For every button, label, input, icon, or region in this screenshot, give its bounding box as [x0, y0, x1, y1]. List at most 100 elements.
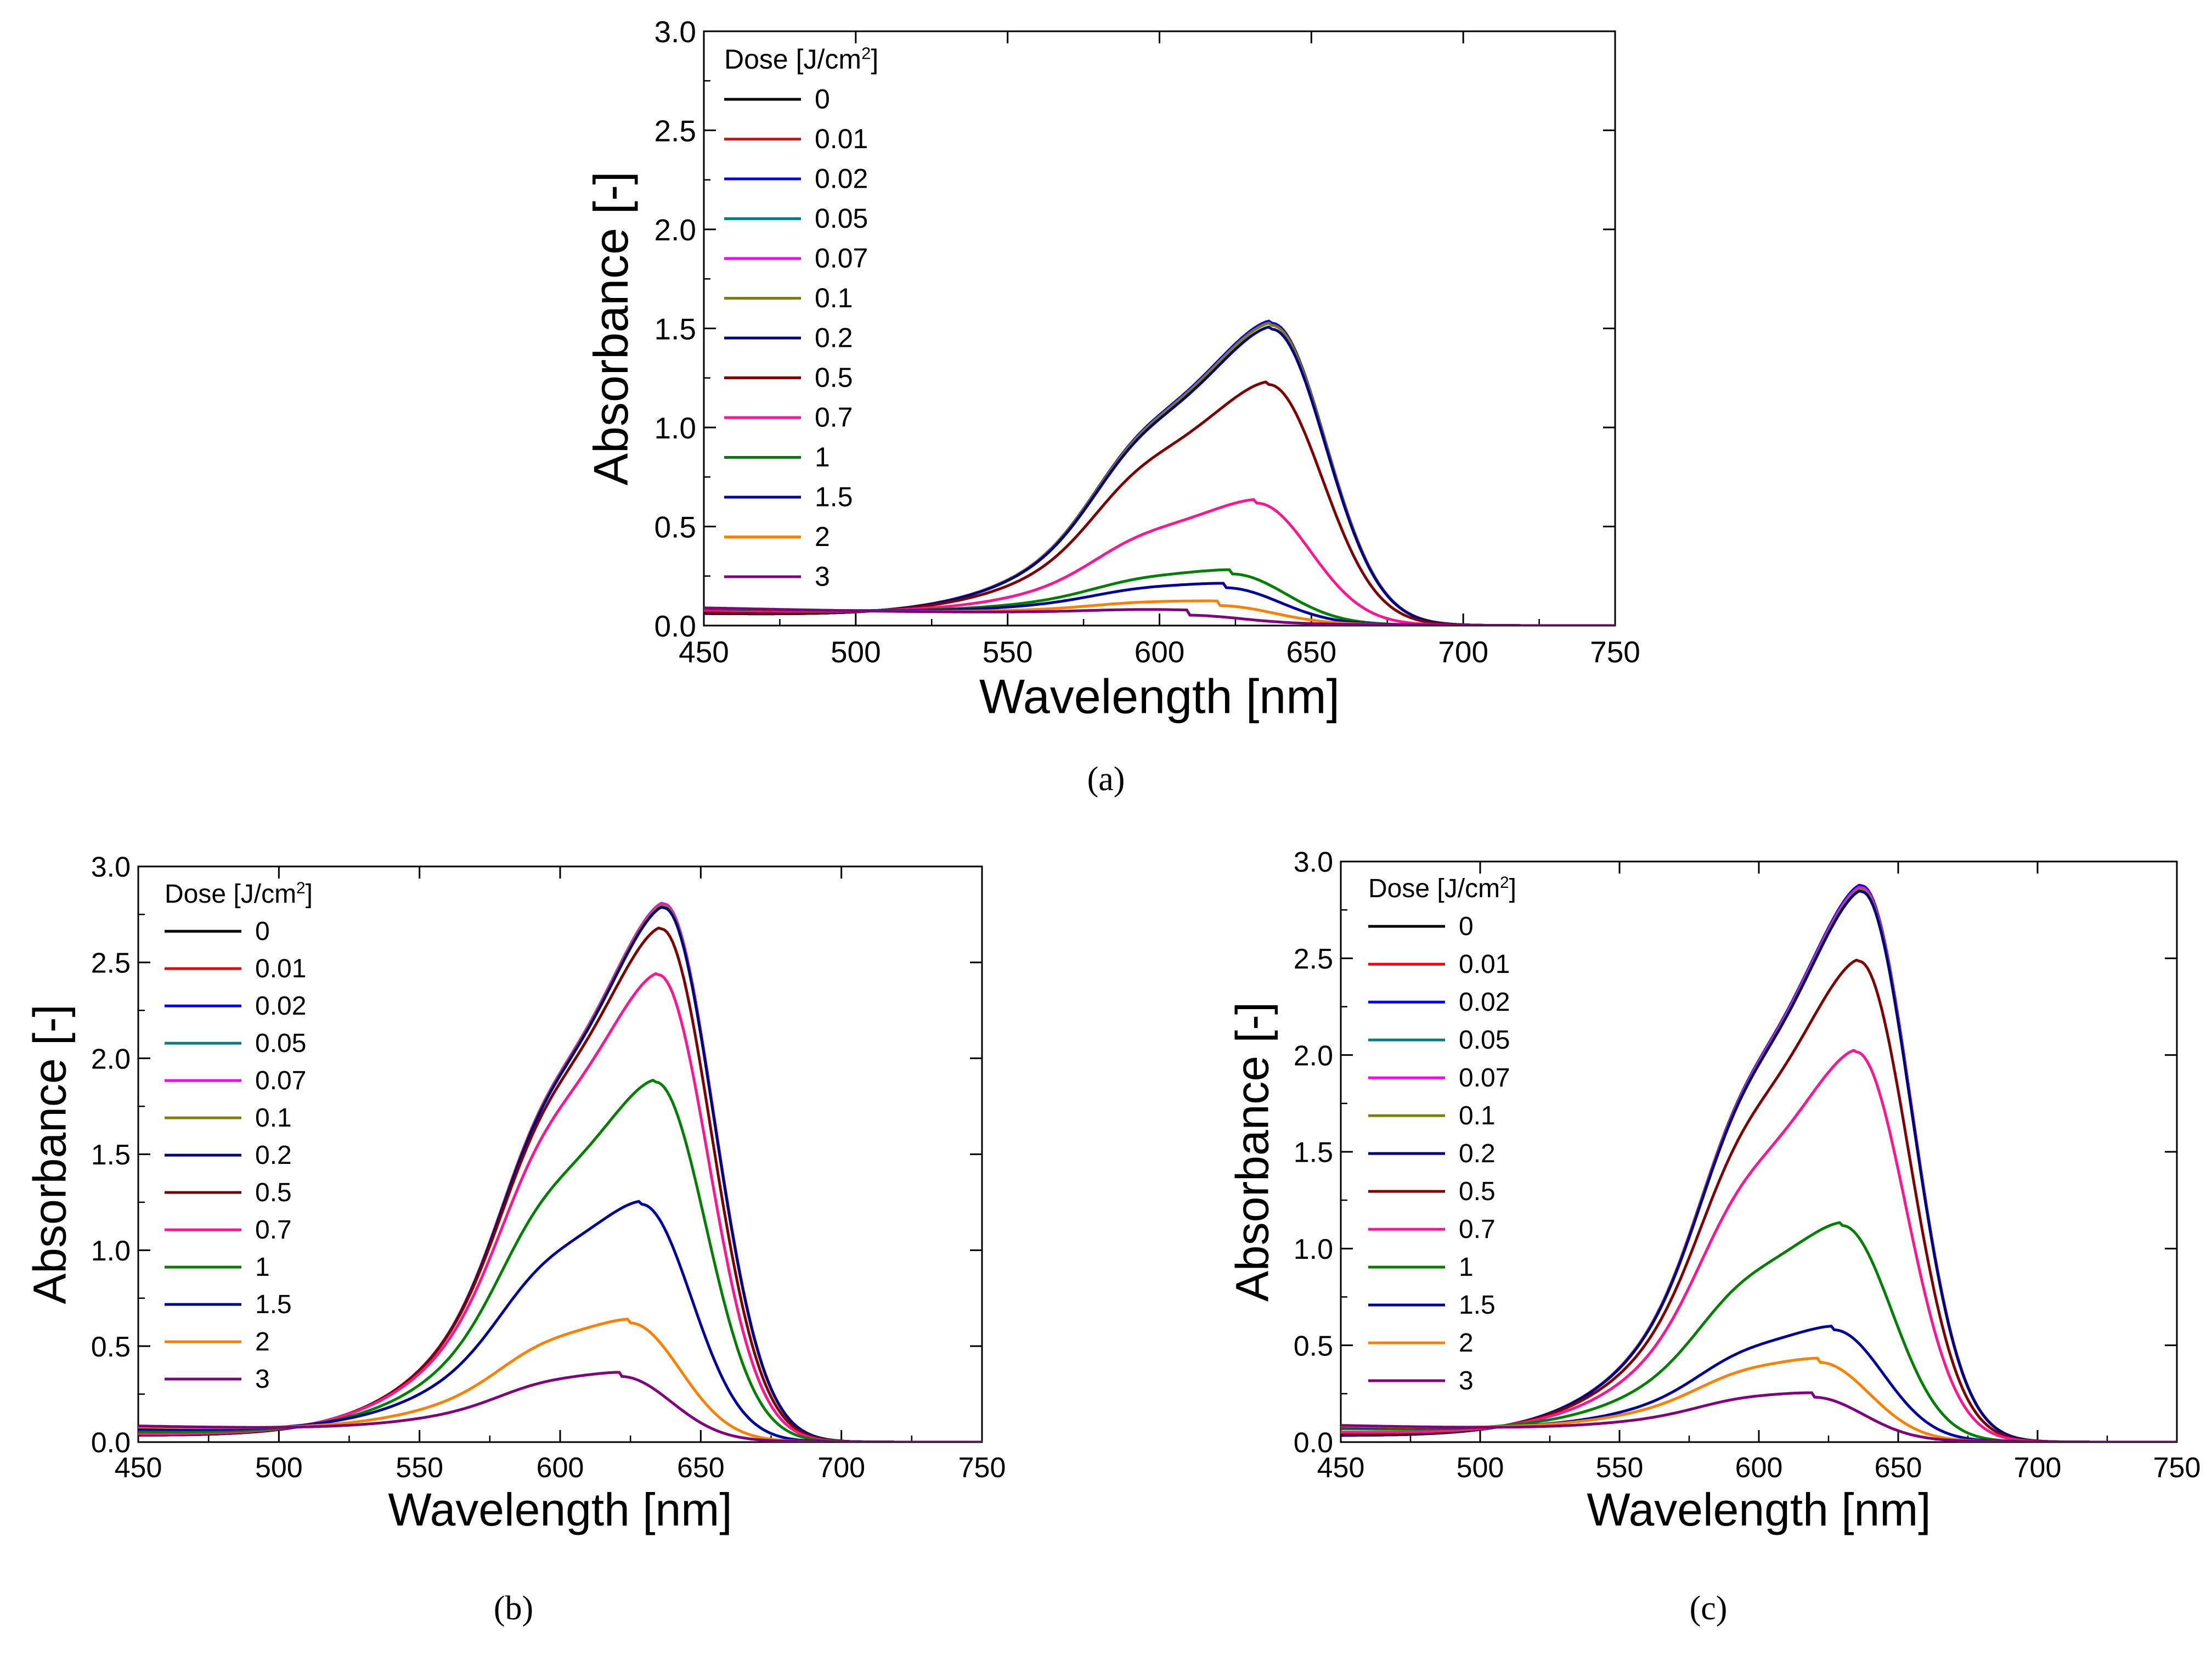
legend-label-0.07: 0.07 — [255, 1066, 306, 1095]
legend-title: Dose [J/cm2] — [1368, 874, 1516, 903]
chart-panel-c: 450 500 550 600 650 700 750 0.0 0.5 1.0 1.5 2.0 2.5 3… — [1227, 847, 2201, 1627]
legend-label-0.2: 0.2 — [255, 1141, 292, 1170]
y-tick-label: 1.0 — [654, 411, 696, 445]
x-tick-label: 750 — [958, 1452, 1006, 1484]
y-axis-label: Absorbance [-] — [584, 171, 638, 485]
legend-label-0.5: 0.5 — [815, 362, 853, 393]
legend-label-3: 3 — [815, 561, 830, 592]
chart-panel-a: 450 500 550 600 650 700 750 0.0 0.5 1.0 1.5 2.0 2.5 3… — [584, 15, 1640, 798]
y-tick-label: 0.5 — [654, 510, 696, 544]
legend-label-0.7: 0.7 — [1459, 1215, 1496, 1244]
legend-label-0.1: 0.1 — [815, 283, 853, 313]
legend-title: Dose [J/cm2] — [724, 44, 878, 75]
x-tick-label: 700 — [1438, 635, 1488, 669]
legend-label-0.1: 0.1 — [255, 1104, 292, 1133]
legend-label-0.07: 0.07 — [1459, 1063, 1510, 1093]
x-tick-label: 750 — [1590, 635, 1640, 669]
legend-label-0.7: 0.7 — [255, 1215, 292, 1245]
y-tick-label: 0.0 — [1294, 1427, 1333, 1459]
series-group — [1341, 883, 2177, 1442]
legend-label-3: 3 — [1459, 1366, 1474, 1395]
y-tick-label: 0.0 — [91, 1427, 131, 1459]
series-line-3 — [704, 606, 1615, 626]
y-tick-label: 1.5 — [91, 1139, 131, 1171]
legend-label-0.2: 0.2 — [1459, 1139, 1496, 1168]
y-tick-label: 3.0 — [654, 15, 696, 49]
legend-label-0.05: 0.05 — [1459, 1026, 1510, 1055]
legend-label-0.2: 0.2 — [815, 323, 853, 353]
x-tick-label: 600 — [1135, 635, 1185, 669]
legend-label-0.5: 0.5 — [1459, 1177, 1496, 1206]
x-tick-label: 650 — [1875, 1452, 1922, 1484]
x-tick-label: 600 — [537, 1452, 584, 1484]
legend-label-1: 1 — [1459, 1253, 1474, 1282]
series-group — [138, 902, 982, 1442]
series-group — [704, 319, 1615, 626]
legend-label-0.02: 0.02 — [255, 992, 306, 1021]
y-tick-label: 0.5 — [91, 1331, 131, 1363]
legend-label-0.07: 0.07 — [815, 243, 868, 274]
y-tick-label: 0.5 — [1294, 1330, 1333, 1362]
legend-title: Dose [J/cm2] — [165, 879, 313, 909]
x-tick-label: 750 — [2153, 1452, 2201, 1484]
legend-label-0.05: 0.05 — [815, 203, 868, 234]
x-tick-label: 450 — [115, 1452, 162, 1484]
series-line-3 — [1341, 1391, 2177, 1442]
y-tick-label: 3.0 — [1294, 847, 1333, 879]
panel-caption: (b) — [494, 1590, 533, 1627]
legend-label-0.1: 0.1 — [1459, 1101, 1496, 1130]
x-tick-label: 450 — [1317, 1452, 1365, 1484]
legend-label-0.05: 0.05 — [255, 1029, 306, 1058]
legend-label-2: 2 — [1459, 1328, 1474, 1358]
y-tick-label: 1.0 — [1294, 1234, 1333, 1265]
x-tick-label: 550 — [396, 1452, 443, 1484]
y-tick-label: 2.5 — [1294, 943, 1333, 975]
x-tick-label: 600 — [1735, 1452, 1783, 1484]
x-tick-label: 700 — [817, 1452, 865, 1484]
x-axis-label: Wavelength [nm] — [388, 1484, 732, 1535]
legend-label-0.02: 0.02 — [1459, 988, 1510, 1017]
legend-label-3: 3 — [255, 1365, 270, 1394]
chart-panel-b: 450 500 550 600 650 700 750 0.0 0.5 1.0 1.5 2.0 2.5 3… — [24, 852, 1006, 1627]
x-tick-label: 500 — [255, 1452, 303, 1484]
y-axis-label: Absorbance [-] — [1227, 1002, 1278, 1302]
y-tick-label: 2.5 — [654, 114, 696, 148]
x-tick-label: 500 — [831, 635, 881, 669]
series-line-3 — [138, 1371, 982, 1442]
legend-label-0: 0 — [815, 84, 830, 115]
panel-caption: (a) — [1087, 761, 1125, 798]
legend-label-2: 2 — [255, 1327, 270, 1356]
y-tick-label: 1.5 — [654, 312, 696, 346]
legend-label-1.5: 1.5 — [1459, 1291, 1496, 1320]
y-tick-label: 1.5 — [1294, 1137, 1333, 1169]
panel-caption: (c) — [1690, 1590, 1728, 1627]
x-tick-label: 500 — [1457, 1452, 1504, 1484]
legend-label-1.5: 1.5 — [815, 482, 853, 513]
x-tick-label: 550 — [1596, 1452, 1644, 1484]
y-tick-label: 2.0 — [91, 1043, 131, 1075]
y-tick-label: 3.0 — [91, 852, 131, 883]
y-tick-label: 2.5 — [91, 948, 131, 980]
legend-label-0.01: 0.01 — [1459, 950, 1510, 979]
x-tick-label: 700 — [2014, 1452, 2062, 1484]
y-tick-label: 1.0 — [91, 1235, 131, 1267]
legend-label-0: 0 — [1459, 912, 1474, 941]
y-tick-label: 2.0 — [1294, 1040, 1333, 1072]
legend-label-2: 2 — [815, 521, 830, 552]
x-tick-label: 650 — [677, 1452, 725, 1484]
legend-label-1: 1 — [255, 1253, 270, 1282]
x-tick-label: 650 — [1286, 635, 1336, 669]
legend-label-0.01: 0.01 — [815, 123, 868, 154]
legend-label-0.5: 0.5 — [255, 1178, 292, 1207]
y-axis-label: Absorbance [-] — [24, 1004, 76, 1304]
legend-label-0.02: 0.02 — [815, 164, 868, 194]
x-axis-label: Wavelength [nm] — [979, 669, 1340, 723]
legend-label-1: 1 — [815, 442, 830, 472]
legend-label-1.5: 1.5 — [255, 1290, 292, 1319]
x-tick-label: 550 — [983, 635, 1033, 669]
y-tick-label: 0.0 — [654, 609, 696, 643]
x-tick-label: 450 — [679, 635, 729, 669]
x-axis-label: Wavelength [nm] — [1587, 1484, 1931, 1535]
